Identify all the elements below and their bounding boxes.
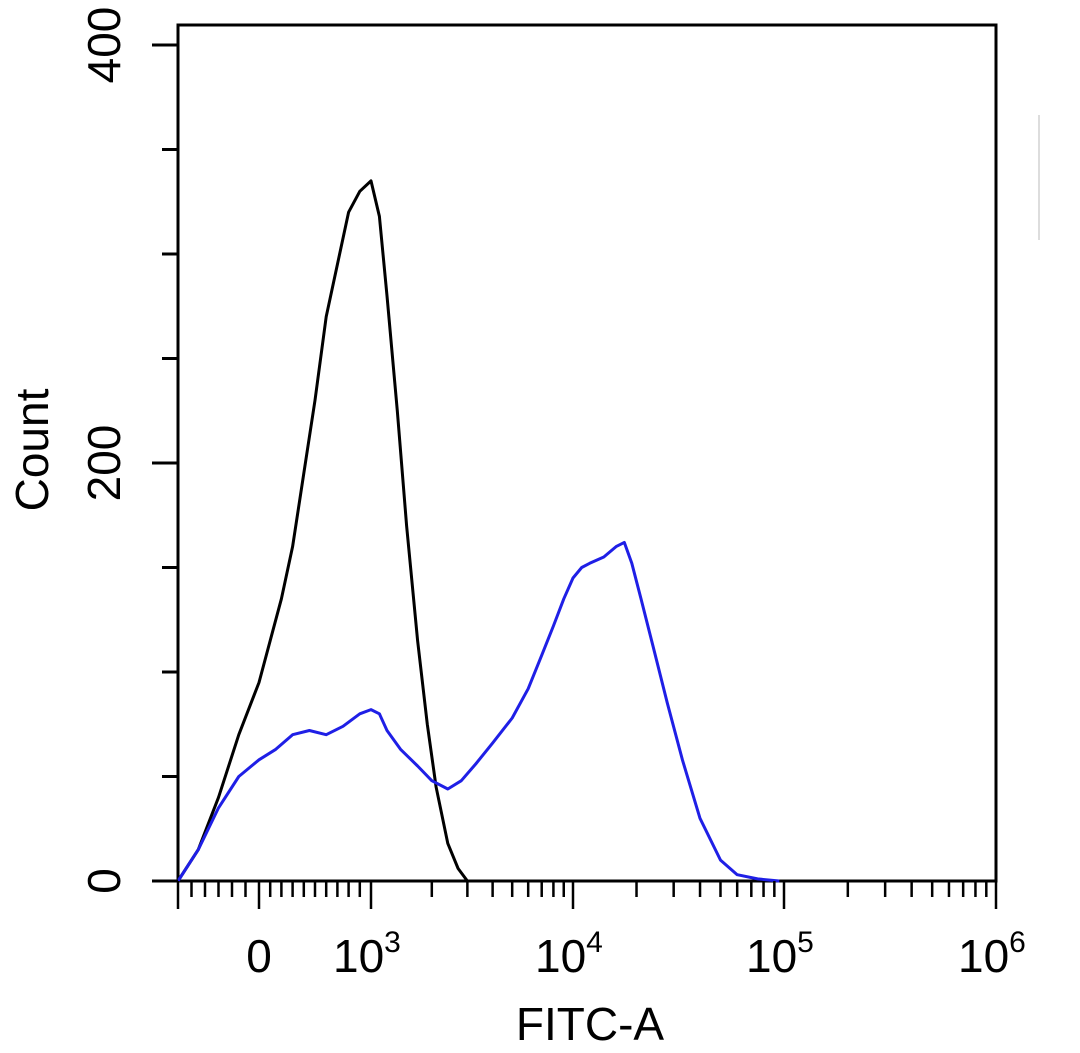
y-axis-title: Count	[6, 388, 58, 511]
plot-frame	[176, 23, 998, 883]
series-layer	[176, 179, 780, 883]
x-axis-title: FITC-A	[516, 998, 665, 1050]
x-tick-label: 0	[246, 930, 272, 982]
x-tick-label: 103	[333, 926, 401, 982]
x-axis: 0 103 104 105 106	[176, 881, 1026, 982]
y-axis: 0 200 400	[78, 7, 178, 894]
y-tick-label: 0	[78, 868, 130, 894]
x-tick-label: 106	[958, 926, 1026, 982]
series-line-1	[176, 540, 780, 883]
x-tick-label: 104	[535, 926, 603, 982]
y-tick-label: 200	[78, 425, 130, 502]
x-tick-label: 105	[746, 926, 814, 982]
y-tick-label: 400	[78, 7, 130, 84]
series-line-0	[176, 179, 469, 882]
